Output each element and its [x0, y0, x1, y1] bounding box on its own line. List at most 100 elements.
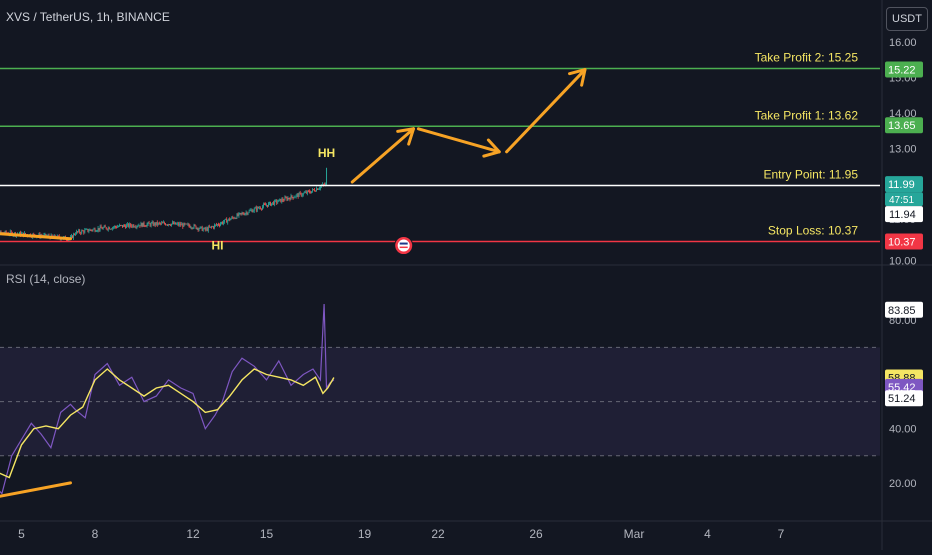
- candle-body: [156, 222, 157, 225]
- candle-body: [309, 191, 310, 192]
- candle-body: [191, 228, 192, 229]
- candle-body: [87, 229, 88, 232]
- candle-body: [83, 231, 84, 233]
- candle-body: [214, 225, 215, 228]
- candle-body: [106, 227, 107, 229]
- rsi-tick-label: 20.00: [889, 478, 917, 490]
- candle-body: [216, 225, 217, 226]
- candle-body: [81, 231, 82, 234]
- candle-body: [301, 193, 302, 196]
- candle-body: [304, 193, 305, 194]
- projection-arrow: [507, 70, 585, 152]
- candle-body: [155, 223, 156, 225]
- candle-body: [165, 224, 166, 225]
- candle-body: [282, 199, 283, 200]
- time-tick-label: 5: [18, 527, 25, 541]
- level-label: Take Profit 1: 13.62: [755, 108, 859, 122]
- swing-label: HI: [212, 238, 224, 252]
- candle-body: [190, 226, 191, 228]
- candle-body: [320, 187, 321, 189]
- rsi-indicator-title[interactable]: RSI (14, close): [6, 272, 85, 286]
- swing-label: HH: [318, 146, 335, 160]
- time-tick-label: 7: [778, 527, 785, 541]
- currency-button[interactable]: USDT: [886, 7, 928, 31]
- level-label: Stop Loss: 10.37: [768, 224, 858, 238]
- candle-body: [82, 231, 83, 232]
- time-tick-label: 19: [358, 527, 372, 541]
- candle-body: [280, 199, 281, 202]
- candle-body: [259, 208, 260, 209]
- time-tick-label: Mar: [624, 527, 645, 541]
- candle-body: [261, 209, 262, 210]
- candle-body: [183, 223, 184, 227]
- candle-body: [157, 222, 158, 225]
- candle-body: [166, 225, 167, 226]
- candle-body: [211, 227, 212, 228]
- candle-body: [186, 224, 187, 225]
- candle-body: [175, 222, 176, 224]
- candle-body: [306, 192, 307, 193]
- candle-body: [213, 226, 214, 227]
- candle-body: [147, 224, 148, 226]
- candle-body: [136, 226, 137, 227]
- candle-body: [140, 225, 141, 226]
- time-tick-label: 4: [704, 527, 711, 541]
- candle-body: [241, 213, 242, 214]
- candle-body: [198, 228, 199, 230]
- candle-body: [313, 189, 314, 190]
- candle-body: [218, 224, 219, 225]
- candle-body: [117, 227, 118, 228]
- candle-body: [295, 197, 296, 198]
- candle-body: [265, 204, 266, 205]
- price-tick-label: 13.00: [889, 143, 917, 155]
- candle-body: [269, 202, 270, 203]
- candle-body: [194, 225, 195, 228]
- candle-body: [204, 228, 205, 229]
- candle-body: [185, 224, 186, 225]
- candle-body: [164, 222, 165, 223]
- candle-body: [199, 229, 200, 230]
- candle-body: [275, 200, 276, 201]
- candle-body: [115, 226, 116, 227]
- candle-body: [255, 207, 256, 208]
- symbol-title: XVS / TetherUS, 1h, BINANCE: [6, 10, 170, 24]
- candle-body: [212, 226, 213, 227]
- candle-body: [93, 229, 94, 230]
- candle-body: [121, 225, 122, 226]
- candle-body: [88, 231, 89, 232]
- candle-body: [137, 226, 138, 227]
- projection-arrow: [352, 129, 413, 182]
- candle-body: [72, 236, 73, 238]
- candle-body: [160, 223, 161, 224]
- candle-body: [71, 236, 72, 238]
- candle-body: [177, 223, 178, 224]
- candle-body: [77, 231, 78, 232]
- time-tick-label: 15: [260, 527, 274, 541]
- candle-body: [172, 222, 173, 223]
- candle-body: [210, 227, 211, 228]
- candle-body: [205, 228, 206, 230]
- candle-body: [318, 189, 319, 190]
- candle-body: [262, 207, 263, 209]
- candle-body: [151, 223, 152, 226]
- candle-body: [133, 225, 134, 227]
- candle-body: [290, 198, 291, 199]
- candle-body: [179, 224, 180, 226]
- candle-body: [167, 225, 168, 226]
- candle-body: [149, 222, 150, 223]
- candle-body: [207, 228, 208, 230]
- candle-body: [223, 222, 224, 224]
- candle-body: [300, 193, 301, 194]
- event-flag-icon-inner: [398, 240, 410, 252]
- level-axis-value: 15.22: [888, 65, 916, 77]
- candle-body: [80, 233, 81, 234]
- level-axis-value: 11.99: [888, 179, 915, 191]
- candle-body: [193, 228, 194, 229]
- candle-body: [52, 235, 53, 236]
- candle-body: [107, 229, 108, 230]
- candle-body: [138, 225, 139, 226]
- candle-body: [113, 227, 114, 228]
- candle-body: [308, 191, 309, 192]
